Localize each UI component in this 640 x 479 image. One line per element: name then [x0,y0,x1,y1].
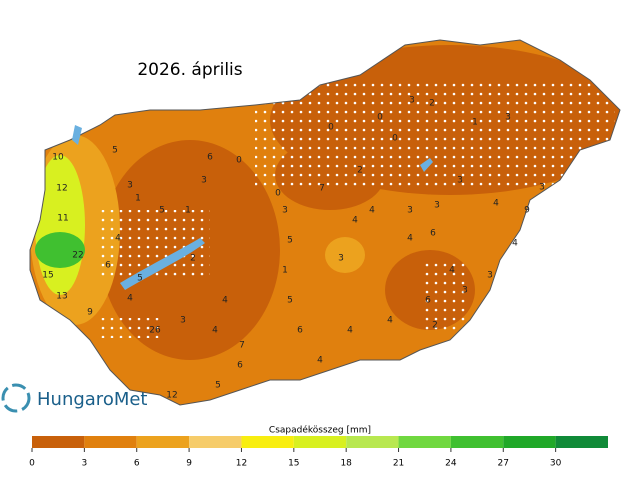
lake-tisza [420,158,433,172]
station-value: 11 [57,214,68,224]
station-value: 5 [159,206,165,216]
station-value: 6 [297,326,303,336]
colorbar-tick-label: 9 [186,459,192,469]
colorbar-swatch [189,436,242,448]
station-value: 6 [425,296,431,306]
colorbar-tick-label: 0 [29,459,35,469]
colorbar-swatch [293,436,347,448]
colorbar: 0 3 6 9 12 15 18 21 24 27 30 [29,436,608,469]
station-value: 3 [505,113,511,123]
station-value: 3 [407,206,413,216]
station-value: 0 [236,156,242,166]
station-value: 6 [105,261,111,271]
colorbar-swatch [136,436,190,448]
logo: HungaroMet [1,383,148,413]
station-value: 3 [457,176,463,186]
station-value: 4 [222,296,228,306]
station-value: 4 [347,326,353,336]
colorbar-tick-label: 6 [134,459,140,469]
colorbar-swatch [555,436,608,448]
colorbar-swatch [503,436,556,448]
station-value: 4 [127,294,133,304]
border [29,39,621,406]
station-value: 15 [42,271,53,281]
station-value: 4 [212,326,218,336]
station-value: 5 [287,296,293,306]
station-value: 3 [487,271,493,281]
station-value: 5 [137,274,143,284]
station-value: 4 [317,356,323,366]
station-value: 3 [409,96,415,106]
station-value: 4 [115,234,121,244]
station-value: 4 [493,199,499,209]
station-value: 10 [52,153,64,163]
station-value: 3 [201,176,207,186]
station-value: 1 [185,206,191,216]
station-value: 3 [180,316,186,326]
station-value: 4 [512,239,518,249]
station-value: 2 [190,254,196,264]
station-value: 7 [239,341,245,351]
station-value: 3 [338,254,344,264]
station-value: 3 [462,286,468,296]
station-value: 4 [407,234,413,244]
station-value: 7 [319,184,325,194]
station-value: 3 [539,183,545,193]
station-value: 0 [392,134,398,144]
colorbar-tick-label: 18 [340,459,352,469]
station-value: 0 [377,113,383,123]
station-value: 22 [72,251,83,261]
colorbar-swatch [84,436,137,448]
colorbar-swatch [450,436,504,448]
colorbar-tick-label: 3 [81,459,87,469]
station-value: 5 [287,236,293,246]
station-value: 4 [387,316,393,326]
station-value: 1 [472,118,478,128]
colorbar-swatch [32,436,85,448]
colorbar-tick-label: 12 [236,459,247,469]
colorbar-tick-label: 27 [498,459,509,469]
station-value: 2 [432,321,438,331]
station-value: 12 [56,184,67,194]
lake-balaton [120,238,205,290]
station-value: 4 [449,266,455,276]
colorbar-swatch [398,436,451,448]
station-value: 4 [352,216,358,226]
lake-ferto [72,125,82,145]
colorbar-swatch [346,436,399,448]
station-value: 1 [135,194,141,204]
station-value: 2 [357,166,363,176]
colorbar-tick-label: 24 [445,459,457,469]
colorbar-tick-label: 30 [550,459,562,469]
station-value: 3 [127,181,133,191]
station-value: 0 [275,189,281,199]
colorbar-tick-label: 21 [393,459,404,469]
station-value: 13 [56,292,67,302]
logo-text: HungaroMet [37,389,148,410]
station-value: 12 [166,391,177,401]
station-value: 9 [524,206,530,216]
station-value: 0 [328,123,334,133]
station-value: 6 [207,153,213,163]
map-title: 2026. április [137,60,242,80]
station-value: 3 [282,206,288,216]
station-value: 3 [434,201,440,211]
station-value: 5 [215,381,221,391]
station-value: 26 [149,326,161,336]
station-value: 5 [112,146,118,156]
station-value: 9 [87,308,93,318]
station-value: 6 [430,229,436,239]
colorbar-label: Csapadékösszeg [mm] [269,425,371,436]
station-value: 1 [282,266,288,276]
colorbar-swatch [241,436,294,448]
station-value: 4 [369,206,375,216]
colorbar-tick-label: 15 [288,459,299,469]
station-value: 6 [237,361,243,371]
station-value: 2 [429,99,435,109]
